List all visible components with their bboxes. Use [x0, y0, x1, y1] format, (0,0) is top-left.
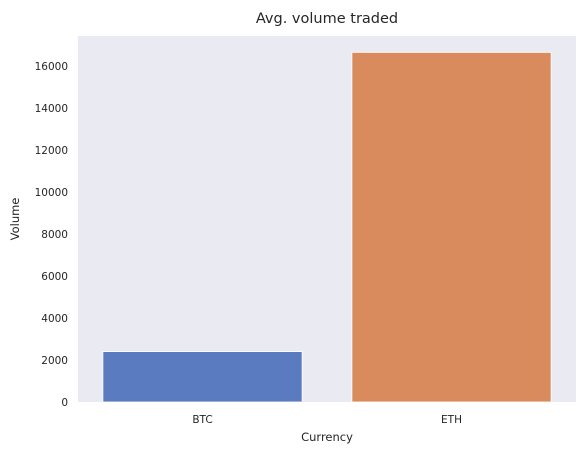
y-tick-label-12000: 12000	[35, 145, 68, 157]
x-tick-labels: BTC ETH	[192, 414, 462, 426]
x-axis-label: Currency	[301, 430, 353, 444]
y-tick-label-14000: 14000	[35, 103, 68, 115]
y-tick-label-10000: 10000	[35, 187, 68, 199]
y-tick-label-0: 0	[61, 397, 68, 409]
x-tick-label-eth: ETH	[441, 414, 462, 426]
bar-btc	[103, 352, 302, 402]
y-axis-label: Volume	[8, 198, 22, 241]
bar-eth	[352, 52, 551, 402]
y-tick-label-6000: 6000	[41, 271, 68, 283]
x-tick-label-btc: BTC	[192, 414, 212, 426]
y-tick-label-2000: 2000	[41, 355, 68, 367]
chart-title: Avg. volume traded	[256, 11, 398, 27]
y-tick-label-8000: 8000	[41, 229, 68, 241]
y-tick-label-16000: 16000	[35, 61, 68, 73]
y-tick-labels: 0 2000 4000 6000 8000 10000 12000 14000 16000	[35, 61, 68, 409]
y-tick-label-4000: 4000	[41, 313, 68, 325]
